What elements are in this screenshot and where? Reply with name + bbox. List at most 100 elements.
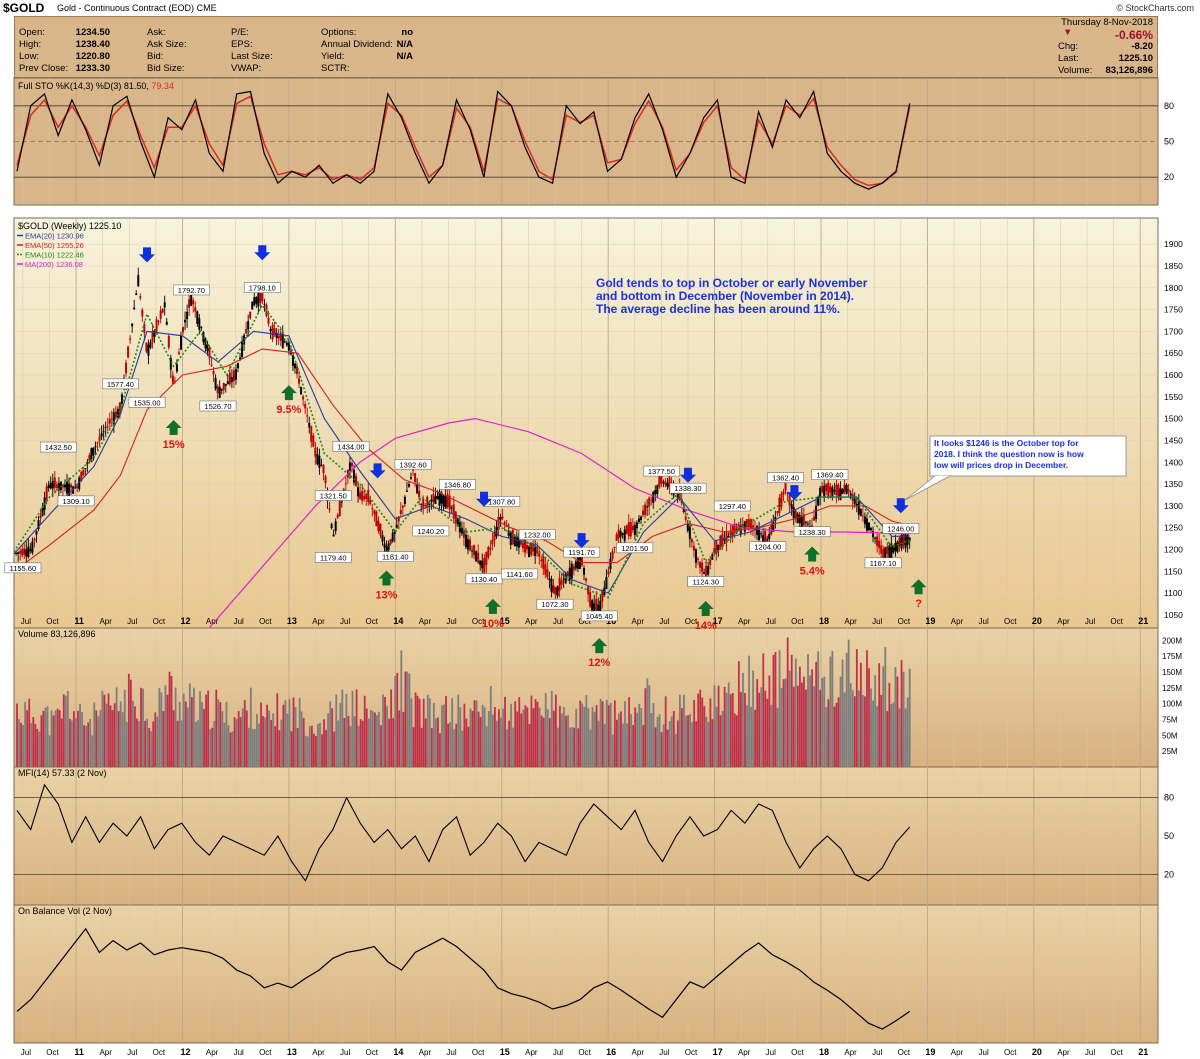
volume-bar xyxy=(890,703,893,767)
volume-bar xyxy=(453,729,456,767)
volume-bar xyxy=(479,717,482,767)
price-body xyxy=(892,545,895,553)
price-label: 1045.40 xyxy=(586,612,613,621)
price-body xyxy=(804,521,807,523)
volume-bar xyxy=(134,706,136,767)
price-body xyxy=(538,553,541,557)
price-body xyxy=(615,534,618,541)
price-body xyxy=(534,547,537,556)
volume-bar xyxy=(382,694,384,767)
price-body xyxy=(314,447,317,457)
volume-bar xyxy=(746,705,748,767)
volume-bar xyxy=(144,720,147,767)
price-body xyxy=(766,538,769,541)
price-body xyxy=(460,527,463,534)
volume-bar xyxy=(906,697,909,767)
volume-bar xyxy=(632,725,635,767)
price-body xyxy=(644,504,647,515)
volume-bar xyxy=(227,725,230,767)
price-body xyxy=(707,565,710,575)
volume-bar xyxy=(898,708,901,767)
price-body xyxy=(241,341,244,358)
price-label-box xyxy=(439,479,476,490)
x-tick-label: Oct xyxy=(1004,617,1017,626)
price-body xyxy=(768,533,771,539)
down-arrow-icon xyxy=(476,491,493,507)
volume-bar xyxy=(827,699,830,767)
x-tick-label: Oct xyxy=(791,617,804,626)
volume-bar xyxy=(518,697,521,767)
x-tick-label: Apr xyxy=(206,1048,219,1057)
volume-bar xyxy=(117,711,120,767)
price-label: 1535.00 xyxy=(133,398,160,407)
x-tick-label: Apr xyxy=(951,1048,964,1057)
volume-bar xyxy=(489,685,492,767)
x-tick-label: Apr xyxy=(419,1048,432,1057)
price-body xyxy=(381,535,384,542)
price-body xyxy=(625,525,628,535)
quote-label: Last: xyxy=(1058,53,1079,64)
volume-bar xyxy=(428,698,431,767)
volume-bar xyxy=(563,707,565,767)
volume-bar xyxy=(221,711,224,767)
callout-text: 2018. I think the question now is how xyxy=(934,449,1084,459)
price-body xyxy=(84,468,87,470)
price-body xyxy=(648,497,651,507)
volume-bar xyxy=(77,710,79,767)
volume-bar xyxy=(369,709,372,767)
price-body xyxy=(410,477,413,479)
volume-bar xyxy=(548,718,551,767)
price-body xyxy=(542,556,545,569)
volume-bar xyxy=(782,679,785,767)
volume-bar xyxy=(559,705,561,767)
volume-bar xyxy=(278,730,281,767)
x-tick-label: Jul xyxy=(127,1048,137,1057)
decline-pct-label: 15% xyxy=(163,439,185,451)
volume-bar xyxy=(798,666,801,767)
volume-bar xyxy=(292,697,295,767)
x-tick-label: Apr xyxy=(419,617,432,626)
volume-bar xyxy=(705,716,708,767)
volume-bar xyxy=(298,697,301,767)
price-body xyxy=(255,296,258,304)
decline-pct-label: ? xyxy=(915,598,922,610)
price-body xyxy=(53,477,56,488)
x-tick-label: Apr xyxy=(844,1048,857,1057)
quote-label: Bid Size: xyxy=(147,63,185,74)
price-body xyxy=(80,471,83,482)
price-body xyxy=(184,319,187,323)
volume-bar xyxy=(593,712,596,767)
price-body xyxy=(776,511,779,513)
volume-bar xyxy=(544,692,547,767)
price-body xyxy=(253,297,256,306)
mfi-line xyxy=(16,783,911,882)
price-body xyxy=(741,524,744,528)
price-body xyxy=(825,484,828,492)
volume-bar xyxy=(815,661,818,767)
down-arrow-icon xyxy=(892,498,909,514)
volume-bar xyxy=(908,668,911,767)
price-body xyxy=(501,516,504,519)
y-tick-label: 1050 xyxy=(1164,610,1183,620)
price-label-box xyxy=(39,441,77,453)
volume-bar xyxy=(740,692,742,767)
volume-bar xyxy=(235,719,238,767)
up-arrow-icon xyxy=(280,385,297,401)
price-body xyxy=(279,332,282,341)
x-tick-label: 13 xyxy=(287,1047,297,1057)
volume-bar xyxy=(396,672,399,767)
price-body xyxy=(35,531,38,535)
x-tick-label: Oct xyxy=(153,617,166,626)
x-tick-label: Oct xyxy=(259,1048,272,1057)
volume-bar xyxy=(355,689,358,767)
price-label-box xyxy=(811,469,849,480)
volume-bar xyxy=(786,637,789,767)
price-body xyxy=(558,577,561,591)
price-body xyxy=(348,462,351,471)
volume-bar xyxy=(266,704,269,767)
volume-bar xyxy=(254,729,256,767)
volume-bar xyxy=(754,709,757,767)
volume-bar xyxy=(652,703,655,767)
price-body xyxy=(613,547,616,549)
price-body xyxy=(884,547,887,559)
